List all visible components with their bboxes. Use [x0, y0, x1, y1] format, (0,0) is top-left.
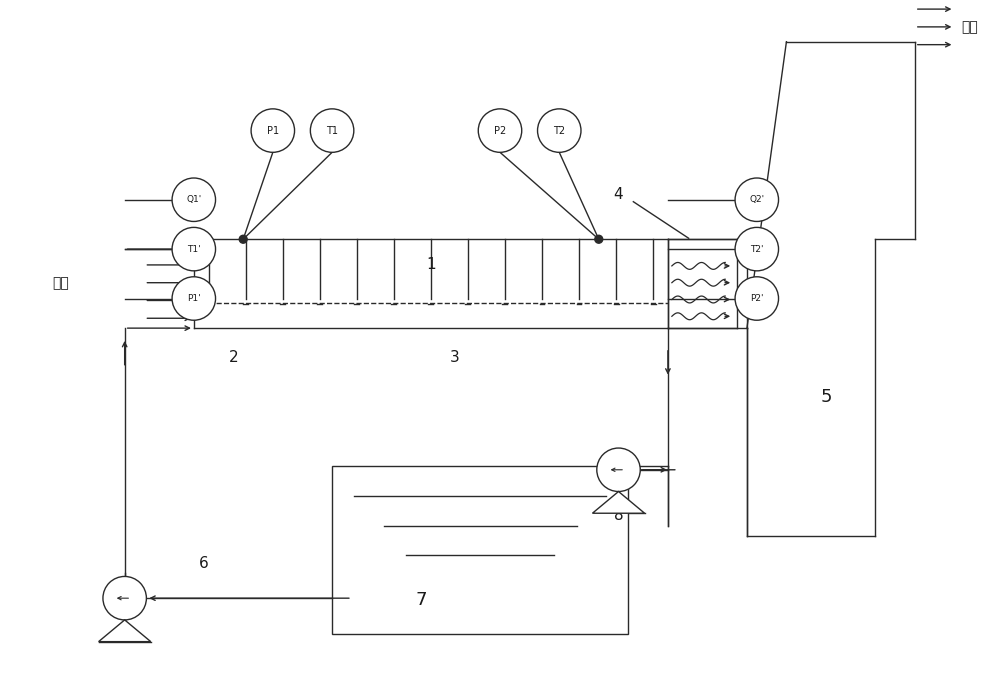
- Circle shape: [595, 235, 603, 243]
- Circle shape: [735, 227, 779, 271]
- Text: 烟气: 烟气: [52, 277, 69, 291]
- Circle shape: [478, 109, 522, 153]
- Text: P1': P1': [187, 294, 201, 303]
- Text: Q1': Q1': [186, 195, 201, 204]
- Circle shape: [735, 277, 779, 320]
- Text: Q2': Q2': [749, 195, 764, 204]
- Text: 8: 8: [614, 508, 623, 523]
- Text: 3: 3: [450, 351, 459, 365]
- Text: 7: 7: [415, 591, 427, 609]
- Text: 6: 6: [199, 556, 209, 571]
- Text: T1: T1: [326, 125, 338, 136]
- Bar: [332, 466, 628, 635]
- Circle shape: [103, 576, 146, 620]
- Text: T2': T2': [750, 245, 764, 254]
- Text: 2: 2: [229, 351, 238, 365]
- Circle shape: [538, 109, 581, 153]
- Text: P2': P2': [750, 294, 764, 303]
- Text: P2: P2: [494, 125, 506, 136]
- Circle shape: [735, 178, 779, 222]
- Circle shape: [172, 277, 216, 320]
- Text: 5: 5: [820, 388, 832, 406]
- Text: 4: 4: [614, 187, 623, 202]
- Polygon shape: [99, 620, 151, 641]
- Circle shape: [251, 109, 295, 153]
- Text: T1': T1': [187, 245, 201, 254]
- Polygon shape: [592, 492, 645, 513]
- Circle shape: [310, 109, 354, 153]
- Text: P1: P1: [267, 125, 279, 136]
- Text: 烟气: 烟气: [961, 20, 978, 34]
- Circle shape: [597, 448, 640, 492]
- Circle shape: [172, 178, 216, 222]
- Circle shape: [172, 227, 216, 271]
- Text: 1: 1: [426, 258, 436, 273]
- Text: T2: T2: [553, 125, 565, 136]
- Circle shape: [239, 235, 247, 243]
